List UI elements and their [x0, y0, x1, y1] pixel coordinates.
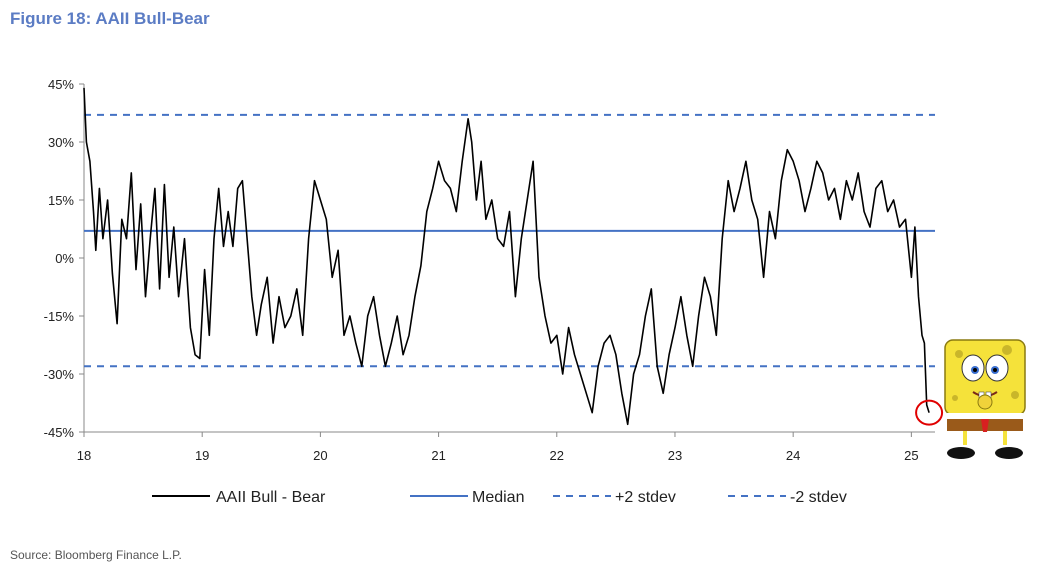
legend-label: Median	[472, 489, 524, 506]
x-tick-label: 25	[904, 448, 918, 463]
source-note: Source: Bloomberg Finance L.P.	[10, 548, 182, 562]
highlight-circle	[915, 399, 944, 426]
highlight-layer	[915, 399, 944, 426]
axes: 45% 30% 15% 0% -15% -30% -45%18 19 20 21 22 23 24 25	[44, 77, 935, 463]
legend-label: +2 stdev	[615, 489, 676, 506]
x-tick-label: 21	[431, 448, 445, 463]
legend-label: -2 stdev	[790, 489, 847, 506]
x-tick-label: 20	[313, 448, 327, 463]
y-tick-label: 30%	[48, 135, 74, 150]
y-tick-label: -30%	[44, 367, 75, 382]
chart: 45%30%15%0%-15%-30%-45%18 19 20 21 22 23 24 25 …	[44, 77, 1026, 506]
y-tick-label: 45%	[48, 77, 74, 92]
y-tick-label: -45%	[44, 425, 75, 440]
legend-label: AAII Bull - Bear	[216, 489, 326, 506]
y-tick-label: 0%	[55, 251, 74, 266]
y-tick-label: 15%	[48, 193, 74, 208]
x-tick-label: 24	[786, 448, 800, 463]
figure-title: Figure 18: AAII Bull-Bear	[10, 9, 210, 28]
x-tick-label: 23	[668, 448, 682, 463]
y-tick-label: -15%	[44, 309, 75, 324]
sponge-mascot-icon	[944, 339, 1026, 459]
x-tick-label: 18	[77, 448, 91, 463]
x-tick-label: 22	[550, 448, 564, 463]
reference-lines	[84, 113, 935, 368]
series-line-aaii-bull-bear	[83, 87, 930, 426]
series-layer	[83, 87, 930, 426]
x-tick-label: 19	[195, 448, 209, 463]
legend: AAII Bull - Bear Median +2 stdev -2 stdev	[152, 489, 847, 506]
